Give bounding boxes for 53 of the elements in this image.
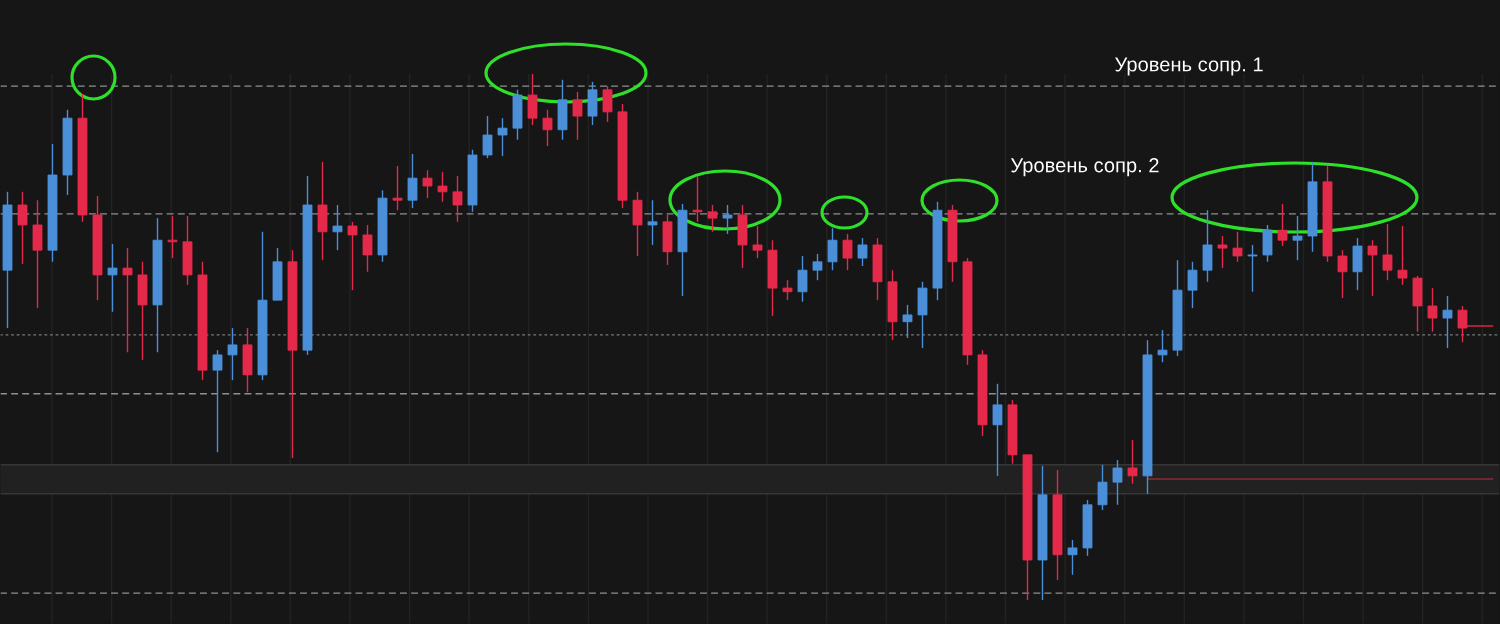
candlestick [602,85,613,123]
candlestick [392,165,403,211]
candlestick [647,199,658,246]
candlestick [332,204,343,251]
candlestick [107,243,118,313]
candlestick [452,175,463,223]
candlestick [347,221,358,291]
candlestick [482,115,493,159]
candlestick [812,253,823,281]
candlestick [902,304,913,339]
candlestick [407,153,418,209]
candlestick [422,169,433,199]
candlestick [17,191,28,265]
candlestick [1277,203,1288,247]
candlestick [1187,261,1198,309]
candlestick [722,204,733,235]
candlestick [842,233,853,271]
candlestick [1367,239,1378,297]
candlestick [167,215,178,259]
candlestick [362,224,373,273]
candlestick [1382,223,1393,281]
candlestick [212,349,223,453]
ref-line-label: Уровень сопр. 2 [1010,158,1159,177]
candlestick [857,237,868,267]
candlestick [1232,231,1243,263]
candlestick [1397,225,1408,286]
candlestick [752,225,763,259]
candlestick [1457,305,1468,343]
candlestick [1097,464,1108,511]
candlestick [797,255,808,303]
candlestick [542,109,553,147]
candlestick [1127,439,1138,485]
candlestick [1247,244,1258,293]
candlestick [572,91,583,141]
candlestick [527,74,538,126]
candlestick [437,171,448,203]
candlestick [227,327,238,381]
candlestick [1337,249,1348,299]
candlestick [1292,215,1303,261]
candlestick [692,175,703,223]
candlestick [1157,329,1168,363]
candlestick [1427,287,1438,333]
candlestick [1112,459,1123,506]
candlestick [782,279,793,301]
candlestick [827,227,838,271]
ref-line-label: Уровень сопр. 1 [1115,57,1263,76]
candlestick [1067,539,1078,576]
candlestick [1217,235,1228,269]
candlestick [1442,295,1453,349]
candlestick [122,247,133,353]
candlestick [497,117,508,157]
candlestick [707,204,718,233]
candlestick [992,383,1003,477]
